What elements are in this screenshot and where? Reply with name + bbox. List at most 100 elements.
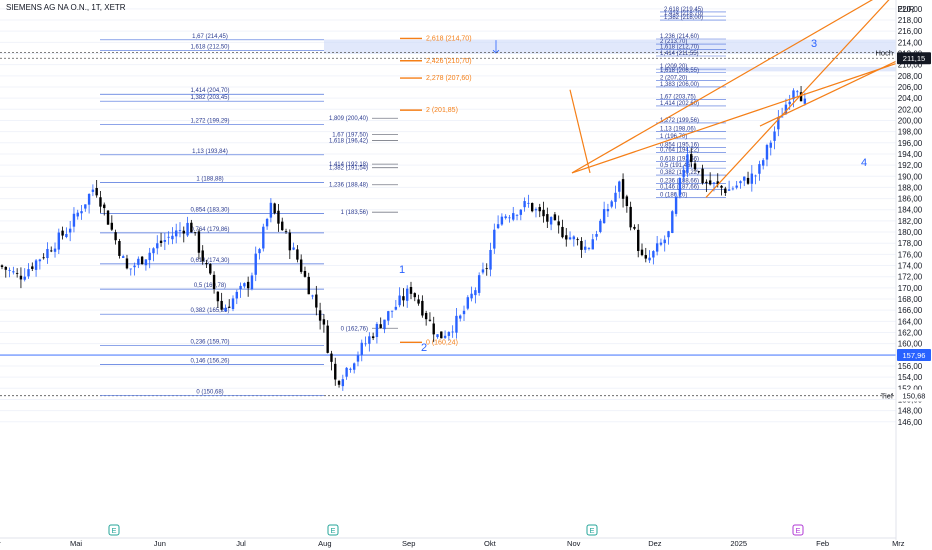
candle-body	[542, 209, 545, 217]
price-tick-label: 206,00	[898, 83, 923, 92]
candle-body	[299, 259, 303, 272]
fib-level-label: 1,382 (191,54)	[329, 166, 368, 172]
candle-body	[406, 288, 409, 301]
candle-body	[413, 293, 416, 298]
fib-level-label: 0,618 (174,30)	[190, 258, 229, 264]
candle-body	[796, 91, 799, 93]
candle-body	[341, 379, 345, 387]
fib-level-label: 0 (160,24)	[426, 339, 458, 346]
fib-level-label: 2,618 (214,70)	[426, 35, 472, 42]
candle-body	[462, 310, 466, 315]
candle-body	[705, 181, 708, 184]
price-tick-label: 152,00	[898, 384, 923, 393]
price-tick-label: 148,00	[898, 407, 923, 416]
candle-body	[496, 224, 500, 229]
candle-body	[80, 211, 83, 214]
price-tick-label: 176,00	[898, 250, 923, 259]
low-price-tag: 150,68	[903, 392, 926, 401]
fib-level-label: 1,13 (198,06)	[660, 126, 696, 132]
candle-body	[125, 258, 129, 269]
candle-body	[163, 239, 167, 242]
candle-body	[538, 207, 541, 212]
candle-body	[65, 233, 68, 238]
candle-body	[91, 189, 95, 192]
fib-level-label: 1,272 (199,56)	[660, 118, 699, 124]
candle-body	[110, 222, 114, 230]
candle-body	[606, 209, 610, 212]
candle-body	[281, 221, 284, 231]
candle-body	[758, 164, 761, 174]
candle-body	[735, 185, 738, 188]
price-axis[interactable]: 146,00148,00150,00152,00154,00156,00158,…	[875, 0, 932, 550]
candle-body	[724, 188, 727, 194]
candle-body	[587, 248, 591, 249]
trendline	[571, 0, 874, 174]
time-tick-label: Okt	[484, 539, 497, 548]
candle-body	[568, 237, 572, 240]
fib-level-label: 1 (209,20)	[660, 64, 687, 70]
candle-body	[799, 92, 803, 102]
candle-body	[663, 239, 666, 244]
candle-body	[788, 101, 791, 105]
candle-body	[682, 170, 685, 178]
candle-body	[326, 325, 329, 353]
candle-body	[216, 291, 220, 302]
candle-body	[421, 300, 424, 316]
candle-body	[780, 116, 784, 118]
candle-body	[38, 259, 42, 262]
price-tick-label: 202,00	[898, 105, 923, 114]
fib-level-label: 1,414 (211,55)	[660, 51, 699, 57]
earnings-marker-box	[792, 524, 804, 536]
candle-body	[23, 276, 26, 280]
time-axis[interactable]: Apr Mai Jun Jul Aug Sep Okt Nov Dez 2025 Feb Mrz E E E…	[0, 524, 905, 548]
candle-body	[269, 202, 273, 218]
candle-body	[731, 188, 735, 190]
candle-body	[159, 240, 163, 243]
price-tick-label: 178,00	[898, 239, 923, 248]
candle-body	[640, 249, 644, 256]
candle-body	[356, 355, 360, 362]
fib-level-label: 1,382 (218,00)	[664, 15, 703, 21]
candle-body	[784, 104, 788, 115]
candle-body	[152, 248, 155, 254]
time-tick-label: Apr	[0, 539, 1, 548]
candle-body	[504, 216, 507, 219]
candle-body	[481, 269, 485, 273]
candle-body	[34, 260, 38, 270]
candle-body	[307, 276, 310, 295]
candle-body	[621, 179, 625, 199]
time-tick-label: Dez	[648, 539, 662, 548]
candle-body	[493, 229, 496, 249]
candle-body	[103, 204, 106, 209]
candle-body	[118, 241, 121, 256]
candle-body	[644, 255, 647, 259]
candle-body	[712, 182, 716, 184]
candle-body	[175, 230, 178, 237]
candle-body	[572, 236, 576, 240]
candle-body	[364, 343, 367, 345]
currency-label: EUR	[898, 5, 915, 14]
candle-body	[315, 294, 318, 308]
candle-body	[693, 163, 697, 170]
earnings-marker[interactable]: E	[586, 524, 598, 536]
earnings-marker[interactable]: E	[792, 524, 804, 536]
candle-body	[697, 171, 701, 173]
fib-level-label: 0,382 (165,28)	[190, 308, 229, 314]
candle-body	[57, 232, 61, 250]
earnings-marker[interactable]: E	[327, 524, 339, 536]
candle-body	[546, 214, 549, 222]
time-tick-label: Jul	[236, 539, 246, 548]
time-tick-label: Aug	[318, 539, 331, 548]
candle-body	[610, 201, 613, 207]
price-tick-label: 156,00	[898, 362, 923, 371]
candle-body	[455, 315, 458, 333]
fib-level-label: 2,618 (219,45)	[664, 7, 703, 13]
candle-body	[727, 189, 731, 191]
candle-body	[133, 265, 136, 268]
candle-body	[470, 293, 473, 299]
candle-body	[288, 232, 292, 251]
earnings-marker[interactable]: E	[108, 524, 120, 536]
candle-body	[527, 202, 530, 204]
line-price-tag: 157,96	[903, 351, 926, 360]
